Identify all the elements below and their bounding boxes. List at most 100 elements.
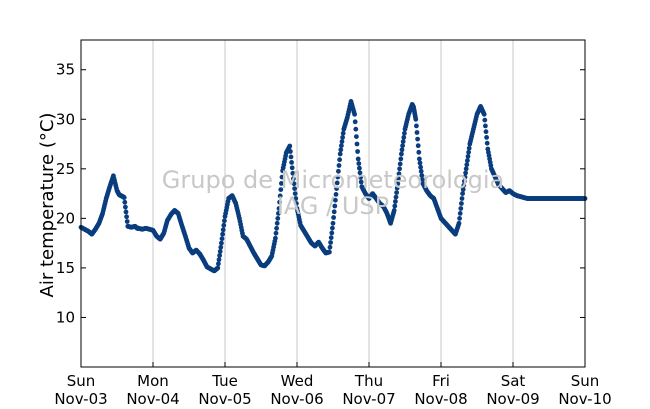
- data-point: [462, 178, 467, 184]
- data-point: [395, 181, 401, 187]
- data-point: [396, 176, 401, 182]
- y-axis-label: Air temperature (°C): [37, 113, 58, 298]
- y-tick-label: 20: [56, 209, 75, 227]
- data-point: [330, 225, 335, 231]
- data-point: [353, 126, 359, 132]
- data-point: [415, 143, 421, 149]
- data-point: [394, 190, 399, 196]
- data-point: [400, 139, 406, 145]
- data-point: [333, 197, 338, 203]
- data-point: [463, 166, 469, 172]
- data-point: [415, 136, 420, 142]
- data-point: [329, 230, 335, 236]
- data-point: [289, 165, 295, 171]
- data-point: [393, 199, 398, 204]
- data-point: [121, 195, 127, 201]
- data-point: [220, 231, 226, 237]
- data-point: [278, 187, 284, 193]
- data-point: [459, 196, 465, 201]
- x-tick-label-day: Sat: [501, 372, 526, 390]
- data-point: [274, 225, 279, 231]
- data-point: [418, 164, 423, 170]
- data-point: [358, 179, 364, 185]
- data-point: [277, 199, 282, 205]
- data-point: [276, 211, 281, 216]
- data-point: [331, 209, 337, 215]
- data-point: [414, 130, 420, 135]
- data-point: [275, 216, 281, 221]
- data-point: [216, 257, 222, 263]
- data-point: [217, 253, 223, 258]
- data-point: [288, 154, 294, 160]
- data-point: [124, 214, 129, 220]
- data-point: [398, 156, 404, 162]
- data-point: [289, 160, 294, 165]
- data-point: [279, 181, 284, 186]
- data-point: [482, 117, 488, 123]
- watermark-line-2: IAG / USP: [277, 192, 389, 220]
- data-point: [333, 192, 339, 197]
- data-point: [354, 134, 359, 140]
- data-point: [397, 161, 403, 167]
- data-point: [335, 174, 341, 180]
- data-point: [220, 227, 226, 233]
- data-point: [274, 220, 280, 226]
- data-point: [466, 149, 471, 155]
- data-point: [417, 160, 423, 166]
- x-tick-label-day: Mon: [137, 372, 169, 390]
- data-point: [481, 111, 487, 117]
- data-point: [465, 154, 471, 159]
- data-point: [334, 186, 339, 192]
- data-point: [358, 175, 363, 180]
- data-point: [332, 203, 338, 209]
- data-point: [462, 174, 468, 180]
- data-point: [337, 157, 342, 163]
- data-point: [215, 265, 221, 271]
- data-point: [460, 191, 465, 197]
- data-point: [340, 130, 346, 136]
- data-point: [273, 235, 278, 241]
- data-point: [484, 135, 489, 140]
- data-point: [418, 168, 424, 174]
- data-point: [331, 215, 336, 220]
- data-point: [484, 140, 490, 146]
- data-point: [328, 240, 333, 245]
- data-point: [328, 235, 334, 241]
- data-point: [355, 156, 361, 162]
- x-tick-label-day: Tue: [211, 372, 238, 390]
- data-point: [287, 143, 293, 149]
- x-tick-label-date: Nov-10: [558, 390, 611, 408]
- data-point: [334, 180, 340, 186]
- y-tick-label: 30: [56, 110, 75, 128]
- data-point: [292, 186, 297, 192]
- data-point: [340, 135, 345, 140]
- data-point: [291, 176, 296, 182]
- data-point: [123, 209, 129, 215]
- x-tick-label-date: Nov-08: [414, 390, 467, 408]
- data-point: [222, 218, 227, 224]
- data-point: [392, 203, 398, 209]
- data-point: [291, 181, 297, 187]
- x-tick-label-day: Wed: [281, 372, 314, 390]
- data-point: [457, 211, 463, 216]
- x-tick-label-date: Nov-07: [342, 390, 395, 408]
- data-point: [401, 135, 407, 140]
- data-point: [458, 206, 464, 211]
- x-tick-label-date: Nov-04: [126, 390, 179, 408]
- data-point: [217, 249, 223, 254]
- data-point: [294, 201, 299, 206]
- data-point: [464, 162, 470, 168]
- data-point: [416, 149, 422, 155]
- data-point: [276, 206, 282, 211]
- data-point: [459, 201, 464, 206]
- data-point: [483, 123, 488, 129]
- y-tick-label: 25: [56, 160, 75, 178]
- data-point: [465, 158, 470, 164]
- data-point: [420, 177, 425, 183]
- data-point: [463, 170, 468, 176]
- data-point: [396, 171, 402, 177]
- data-point: [457, 216, 462, 221]
- data-point: [357, 170, 363, 176]
- x-tick-label-date: Nov-09: [486, 390, 539, 408]
